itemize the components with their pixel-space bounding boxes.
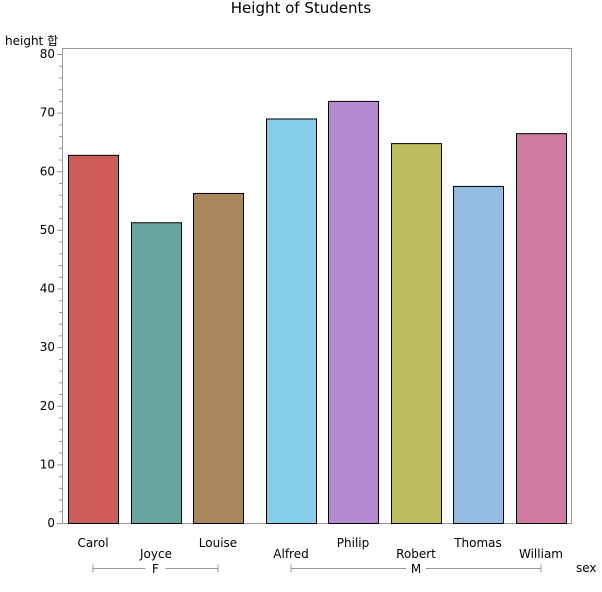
bar-william <box>516 133 567 525</box>
y-tick-label: 20 <box>40 399 55 413</box>
y-tick-label: 10 <box>40 457 55 471</box>
y-tick-label: 0 <box>47 516 55 530</box>
bar-robert <box>391 143 442 525</box>
y-tick-label: 80 <box>40 47 55 61</box>
x-tick-label: Thomas <box>453 536 502 550</box>
group-label: F <box>152 562 159 576</box>
y-tick-label: 50 <box>40 223 55 237</box>
x-tick-label: Philip <box>337 536 369 550</box>
x-tick-label: William <box>519 547 563 561</box>
bar-louise <box>193 192 244 524</box>
x-tick-label: Robert <box>396 547 436 561</box>
x-tick-label: Carol <box>77 536 108 550</box>
bar-joyce <box>131 222 182 524</box>
x-axis-label: sex <box>576 561 597 575</box>
y-tick-label: 60 <box>40 164 55 178</box>
y-tick-label: 40 <box>40 282 55 296</box>
y-tick-label: 30 <box>40 340 55 354</box>
bar-carol <box>68 154 119 525</box>
bar-philip <box>328 100 379 525</box>
x-tick-label: Louise <box>199 536 237 550</box>
bar-thomas <box>453 185 504 524</box>
bar-alfred <box>266 118 317 525</box>
y-tick-label: 70 <box>40 106 55 120</box>
chart-title: Height of Students <box>231 0 372 17</box>
y-axis-label: height 합 <box>5 34 58 48</box>
group-label: M <box>411 562 421 576</box>
x-tick-label: Joyce <box>139 547 172 561</box>
x-tick-label: Alfred <box>273 547 308 561</box>
